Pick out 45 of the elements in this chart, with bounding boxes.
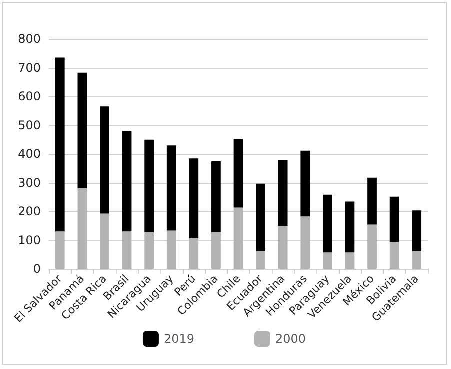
bar [300, 216, 310, 269]
bar [78, 188, 88, 269]
bar [256, 251, 266, 269]
legend-label: 2019 [164, 332, 195, 346]
bar [189, 158, 199, 239]
y-tick-label: 400 [18, 147, 41, 161]
bar [189, 238, 199, 269]
bar [234, 139, 244, 208]
y-tick-label: 500 [18, 118, 41, 132]
bar [322, 194, 332, 253]
bar [322, 252, 332, 269]
bar [278, 226, 288, 269]
bar [166, 230, 176, 269]
bar [278, 160, 288, 226]
bar [212, 232, 221, 269]
bar [412, 251, 422, 269]
bar [55, 58, 65, 232]
y-tick-label: 800 [18, 32, 41, 46]
bar [368, 224, 377, 269]
y-tick-label: 200 [18, 204, 41, 218]
legend-label: 2000 [276, 332, 306, 346]
bar [390, 242, 400, 269]
bar [300, 150, 310, 217]
y-tick-label: 700 [18, 60, 41, 75]
bar [368, 178, 377, 225]
bar [78, 72, 88, 188]
bar [412, 210, 422, 252]
bar [122, 131, 132, 232]
bar [166, 146, 176, 231]
bar [256, 184, 266, 252]
y-tick-label: 100 [18, 233, 41, 248]
bar [212, 161, 221, 232]
y-tick-label: 300 [18, 176, 41, 190]
y-tick-label: 0 [33, 262, 41, 276]
bar [55, 232, 65, 269]
bar [234, 208, 244, 269]
bar [390, 196, 400, 242]
bar [100, 214, 110, 269]
y-tick-label: 600 [18, 90, 41, 104]
bar [100, 106, 110, 214]
bar [144, 140, 154, 232]
bar [144, 232, 154, 269]
bar [345, 252, 355, 269]
bar [122, 232, 132, 269]
bar [345, 202, 355, 253]
